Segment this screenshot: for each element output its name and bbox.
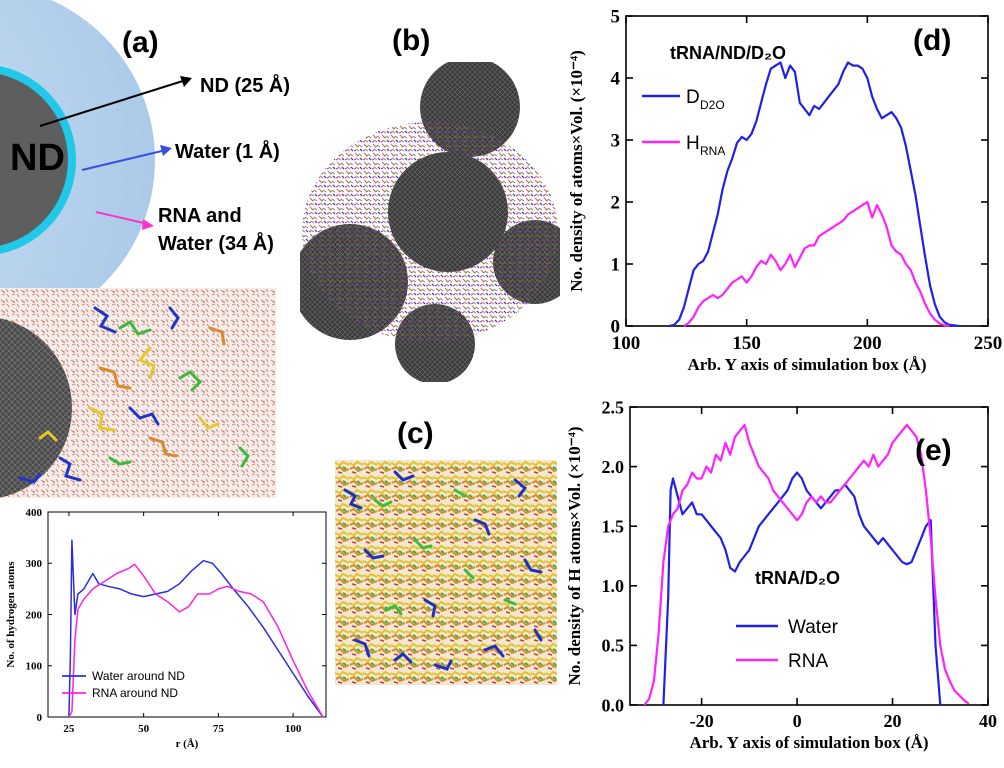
chart-title: tRNA/D₂O xyxy=(755,568,840,588)
series-line-1 xyxy=(662,471,942,706)
x-axis-label: Arb. Y axis of simulation box (Å) xyxy=(687,355,926,374)
water-arrow-head xyxy=(160,145,172,156)
rna-water-texture xyxy=(0,0,155,334)
x-axis-label: r (Å) xyxy=(176,738,199,750)
legend-label-1: Water xyxy=(788,617,839,638)
series-line-2 xyxy=(68,563,324,718)
nd-arrow xyxy=(39,79,187,127)
y-axis-label: No. density of H atoms×Vol. (×10⁻⁴) xyxy=(565,426,584,685)
x-tick-label: 100 xyxy=(285,723,302,735)
y-tick-label: 2.0 xyxy=(602,457,625,477)
series-line-2 xyxy=(643,423,970,706)
plot-frame xyxy=(47,511,327,718)
nd-size-label: ND (25 Å) xyxy=(200,73,290,97)
chart-a-inset: 25 50 75 100 0 100 200 300 400 r (Å) No. of hydrog… xyxy=(0,500,335,760)
y-tick-label: 0 xyxy=(611,317,621,338)
series-line-2 xyxy=(683,200,950,328)
trna-green-strands xyxy=(373,488,517,616)
nd-interface-snapshot xyxy=(0,288,276,498)
trna-blue-strands xyxy=(343,470,543,671)
x-tick-label: 250 xyxy=(974,333,1003,354)
y-tick-label: 2 xyxy=(611,193,621,214)
y-tick-label: 5 xyxy=(611,7,621,28)
plot-frame xyxy=(629,406,989,706)
plot-frame xyxy=(625,15,989,327)
y-tick-label: 3 xyxy=(611,131,621,152)
x-tick-label: 100 xyxy=(612,333,641,354)
panel-label-a: (a) xyxy=(122,26,159,59)
legend-label-2: H xyxy=(686,133,700,154)
y-tick-label: 400 xyxy=(26,507,43,519)
x-tick-label: 25 xyxy=(63,723,75,735)
trna-box-render xyxy=(335,460,557,685)
nd-core xyxy=(0,74,68,246)
chart-d: 100 150 200 250 0 1 2 3 4 5 Arb. Y axis of simulat… xyxy=(560,0,1004,382)
legend-label-1: Water around ND xyxy=(92,669,185,683)
y-tick-label: 2.5 xyxy=(602,397,625,417)
nd-arrow-head xyxy=(180,76,192,87)
x-tick-label: 150 xyxy=(732,333,761,354)
chart-e: -20 0 20 40 0.0 0.5 1.0 1.5 2.0 2.5 Arb. Y axis of… xyxy=(560,392,1004,763)
water-arrow xyxy=(81,149,167,171)
rna-size-label-2: Water (34 Å) xyxy=(158,231,274,255)
x-tick-label: 75 xyxy=(213,723,225,735)
y-tick-label: 4 xyxy=(611,69,621,90)
cluster-svg xyxy=(292,57,577,384)
legend-label-2: RNA xyxy=(788,651,828,672)
x-tick-label: 0 xyxy=(793,711,802,731)
nd-cluster-render xyxy=(292,57,577,384)
rna-arrow-head xyxy=(142,219,154,230)
x-tick-label: -20 xyxy=(690,711,714,731)
rna-sticks xyxy=(18,306,250,484)
y-tick-label: 100 xyxy=(26,661,43,673)
legend-subscript-1: D2O xyxy=(700,98,725,112)
panel-label-b: (b) xyxy=(392,24,431,57)
y-tick-label: 200 xyxy=(26,609,43,621)
legend-subscript-2: RNA xyxy=(700,144,725,158)
chart-e-svg: -20 0 20 40 0.0 0.5 1.0 1.5 2.0 2.5 Arb. Y axis of… xyxy=(565,397,997,752)
panel-label-c: (c) xyxy=(397,417,434,450)
trna-box-svg xyxy=(335,460,557,685)
x-tick-label: 50 xyxy=(138,723,150,735)
chart-a-svg: 25 50 75 100 0 100 200 300 400 r (Å) No. of hydrog… xyxy=(5,507,327,750)
y-tick-label: 300 xyxy=(26,558,43,570)
y-tick-label: 0 xyxy=(37,712,43,724)
legend-label-1: D xyxy=(686,87,700,108)
rna-arrow xyxy=(95,211,149,225)
y-tick-label: 0.0 xyxy=(602,695,625,715)
water-size-label: Water (1 Å) xyxy=(175,139,280,163)
x-axis-label: Arb. Y axis of simulation box (Å) xyxy=(689,733,928,752)
y-tick-label: 1 xyxy=(611,255,621,276)
y-axis-label: No. of hydrogen atoms xyxy=(5,561,17,668)
legend-label-2: RNA around ND xyxy=(92,686,178,700)
x-tick-label: 200 xyxy=(853,333,882,354)
chart-title: tRNA/ND/D₂O xyxy=(670,43,786,63)
y-tick-label: 0.5 xyxy=(602,636,625,656)
chart-d-svg: 100 150 200 250 0 1 2 3 4 5 Arb. Y axis of simulat… xyxy=(567,7,1003,374)
x-tick-label: 40 xyxy=(979,711,997,731)
panel-label-e: (e) xyxy=(915,434,952,467)
y-tick-label: 1.0 xyxy=(602,576,625,596)
y-tick-label: 1.5 xyxy=(602,517,625,537)
core-label: ND xyxy=(10,137,65,179)
rna-size-label-1: RNA and xyxy=(158,205,242,227)
nd-schematic: ND ND (25 Å) Water (1 Å) RNA and Water (… xyxy=(0,0,290,334)
panel-label-d: (d) xyxy=(913,24,952,57)
series-line-1 xyxy=(669,61,960,328)
panel-a: ND ND (25 Å) Water (1 Å) RNA and Water (… xyxy=(0,0,320,334)
snapshot-render xyxy=(0,288,276,498)
x-tick-label: 20 xyxy=(884,711,902,731)
y-axis-label: No. density of atoms×Vol. (×10⁻⁴) xyxy=(567,50,586,292)
